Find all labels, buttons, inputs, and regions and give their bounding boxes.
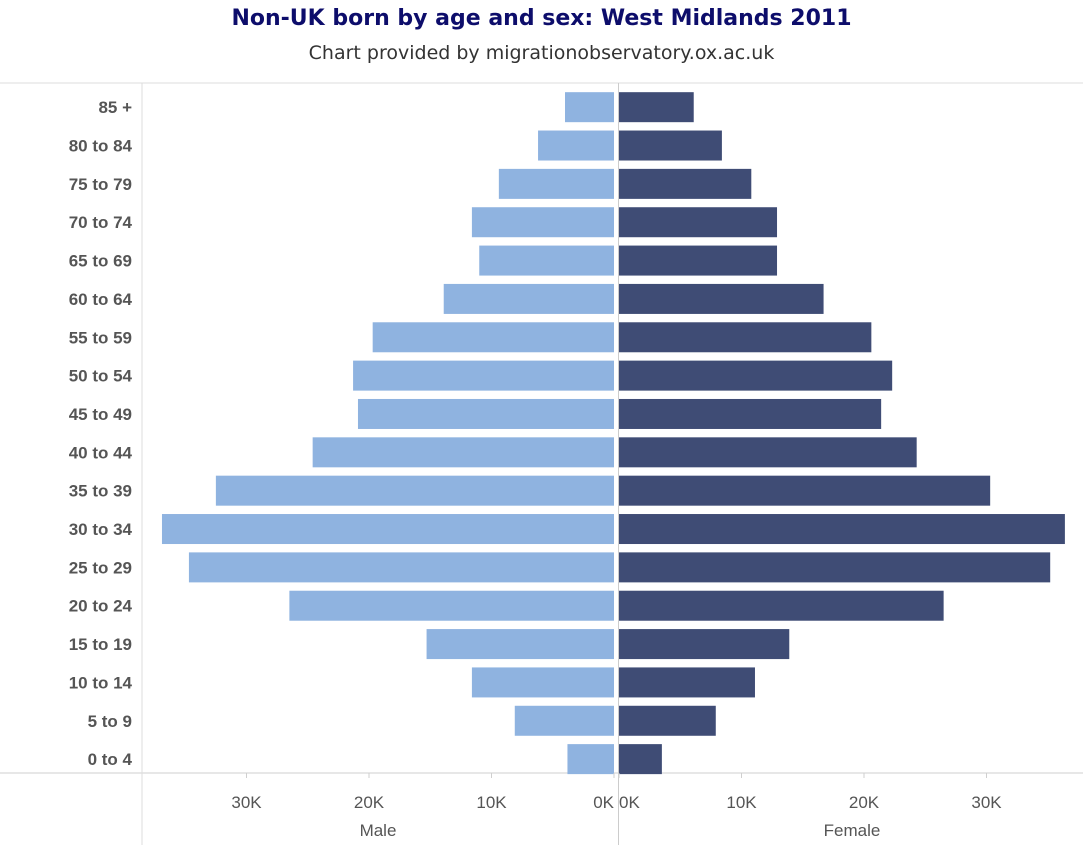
age-group-label: 45 to 49	[69, 405, 132, 424]
male-x-tick-label: 20K	[354, 793, 385, 812]
female-bar	[619, 322, 872, 353]
female-bar	[619, 92, 694, 123]
female-bar	[619, 360, 893, 391]
male-bar	[426, 629, 614, 660]
male-x-tick-label: 10K	[476, 793, 507, 812]
age-group-label: 35 to 39	[69, 482, 132, 501]
male-x-tick-label: 30K	[231, 793, 262, 812]
male-bar	[215, 475, 614, 506]
age-group-label: 30 to 34	[69, 520, 133, 539]
male-bar	[357, 398, 614, 429]
age-group-label: 25 to 29	[69, 558, 132, 577]
male-bar	[372, 322, 614, 353]
male-x-tick-label: 0K	[593, 793, 614, 812]
male-bar	[312, 437, 614, 468]
age-group-label: 5 to 9	[88, 712, 132, 731]
age-group-label: 70 to 74	[69, 213, 133, 232]
male-bar	[514, 705, 614, 736]
female-x-tick-label: 30K	[971, 793, 1002, 812]
chart-title: Non-UK born by age and sex: West Midland…	[231, 6, 852, 31]
female-bar	[619, 207, 778, 238]
age-group-label: 55 to 59	[69, 328, 132, 347]
female-axis-title: Female	[824, 821, 881, 840]
female-bar	[619, 667, 755, 698]
chart-subtitle: Chart provided by migrationobservatory.o…	[308, 42, 775, 64]
female-bar	[619, 437, 917, 468]
female-bar	[619, 514, 1065, 545]
male-bar	[471, 667, 614, 698]
male-bar	[188, 552, 615, 583]
age-group-label: 40 to 44	[69, 443, 133, 462]
age-group-label: 50 to 54	[69, 367, 133, 386]
age-group-label: 60 to 64	[69, 290, 133, 309]
female-bar	[619, 245, 778, 276]
male-bar	[471, 207, 614, 238]
female-bar	[619, 590, 944, 621]
male-bar	[565, 92, 614, 123]
age-group-label: 0 to 4	[88, 750, 133, 769]
age-group-label: 15 to 19	[69, 635, 132, 654]
female-bar	[619, 744, 662, 775]
female-bar	[619, 705, 716, 736]
female-x-tick-label: 10K	[726, 793, 757, 812]
male-bar	[289, 590, 614, 621]
female-bar	[619, 475, 991, 506]
male-bar	[353, 360, 614, 391]
female-x-tick-label: 0K	[619, 793, 640, 812]
male-bar	[161, 514, 614, 545]
male-axis-title: Male	[360, 821, 397, 840]
age-group-label: 65 to 69	[69, 252, 132, 271]
female-x-tick-label: 20K	[849, 793, 880, 812]
male-bar	[567, 744, 614, 775]
male-bar	[479, 245, 614, 276]
age-group-label: 85 +	[98, 98, 132, 117]
female-bar	[619, 398, 882, 429]
female-bar	[619, 168, 752, 199]
age-group-label: 80 to 84	[69, 137, 133, 156]
female-bar	[619, 283, 824, 314]
female-bar	[619, 629, 790, 660]
age-group-label: 10 to 14	[69, 673, 133, 692]
age-group-label: 20 to 24	[69, 597, 133, 616]
female-bar	[619, 130, 722, 161]
male-bar	[443, 283, 614, 314]
age-group-label: 75 to 79	[69, 175, 132, 194]
female-bar	[619, 552, 1051, 583]
male-bar	[538, 130, 614, 161]
male-bar	[498, 168, 614, 199]
